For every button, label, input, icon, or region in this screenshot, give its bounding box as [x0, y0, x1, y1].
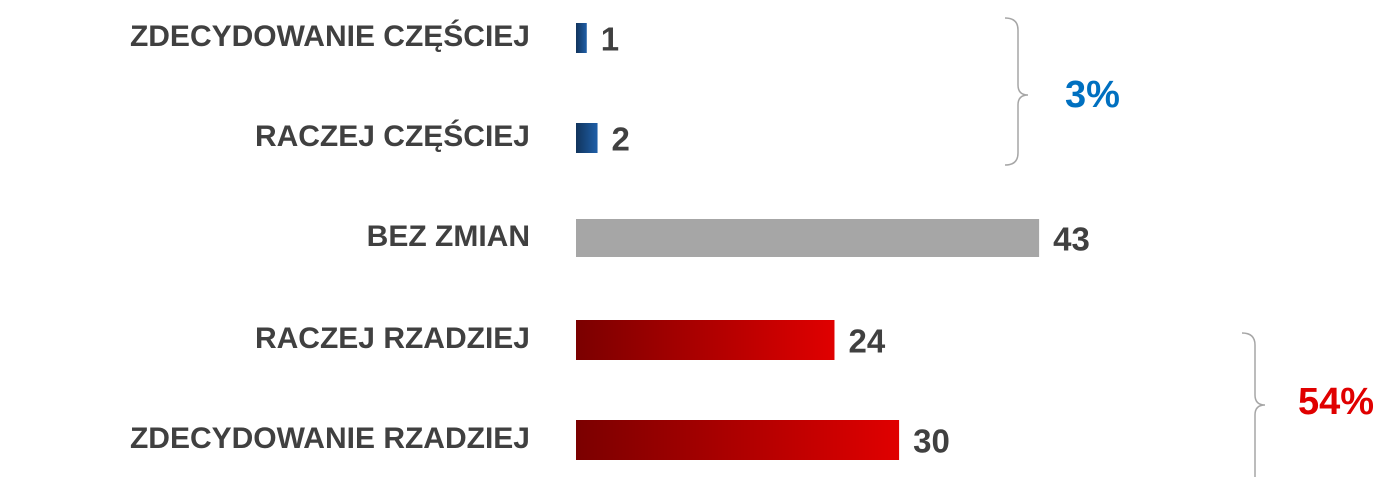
bar: [576, 420, 900, 460]
bar: [576, 320, 835, 360]
category-label: ZDECYDOWANIE RZADZIEJ: [130, 422, 530, 455]
bar: [576, 219, 1040, 257]
bracket: [1004, 17, 1029, 166]
value-label: 24: [848, 323, 885, 360]
bar: [576, 23, 587, 53]
bar: [576, 123, 598, 153]
value-label: 43: [1053, 221, 1090, 258]
category-label: RACZEJ RZADZIEJ: [255, 322, 530, 355]
annotation: 54%: [1298, 381, 1374, 423]
value-label: 2: [612, 121, 630, 158]
category-label: ZDECYDOWANIE CZĘŚCIEJ: [130, 19, 530, 53]
bracket: [1241, 332, 1266, 477]
annotation: 3%: [1065, 74, 1120, 116]
category-label: RACZEJ CZĘŚCIEJ: [255, 119, 530, 153]
category-label: BEZ ZMIAN: [367, 220, 530, 253]
value-label: 1: [601, 21, 619, 58]
value-label: 30: [913, 423, 950, 460]
